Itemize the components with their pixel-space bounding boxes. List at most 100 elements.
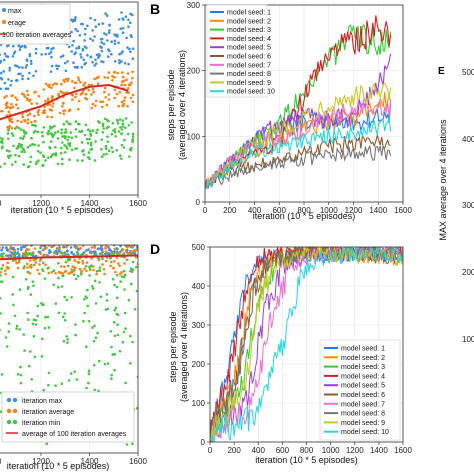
panel-c-point (97, 256, 100, 260)
panel-c-point (36, 314, 39, 318)
panel-c-point (134, 255, 138, 259)
panel-c-x-tick-label: 1600 (129, 457, 147, 466)
panel-a-point (7, 137, 10, 141)
panel-a-point (119, 126, 122, 129)
panel-a-point (120, 128, 124, 131)
panel-c-point (54, 384, 57, 388)
panel-a-frame (0, 1, 139, 196)
panel-a-point (34, 47, 38, 51)
panel-a-point (103, 32, 106, 35)
panel-b-legend-label: model seed: 10 (227, 89, 275, 96)
panel-d-y-tick-label: 0 (201, 438, 206, 447)
panel-a-point (61, 105, 64, 108)
panel-a-point (26, 146, 30, 149)
panel-c-point (60, 252, 64, 255)
panel-c-point (72, 253, 75, 256)
panel-a-point (101, 124, 105, 128)
panel-a-point (120, 83, 123, 87)
panel-c-point (97, 269, 101, 272)
panel-a-point (97, 120, 100, 123)
panel-a-point (131, 57, 135, 60)
panel-a-point (21, 115, 25, 119)
panel-c-point (116, 252, 119, 255)
panel-a-point (44, 159, 47, 162)
panel-c-point (66, 341, 69, 344)
panel-c-point (133, 308, 137, 311)
panel-c-point (67, 264, 70, 268)
panel-b-x-tick-label: 200 (223, 206, 237, 215)
panel-a-point (107, 31, 111, 34)
panel-a-point (131, 47, 135, 50)
panel-a-point (62, 102, 65, 105)
panel-a-point (75, 147, 78, 150)
panel-c-legend-box (1, 391, 135, 443)
panel-c-point (127, 298, 131, 302)
panel-a-point (26, 121, 30, 125)
panel-c-point (66, 338, 69, 341)
panel-c-point (101, 263, 104, 266)
panel-a-point (17, 126, 21, 130)
panel-c-point (11, 293, 14, 296)
panel-a-point (93, 35, 96, 38)
panel-a-point (11, 55, 15, 58)
panel-a-point (122, 79, 126, 83)
panel-c-point (19, 365, 22, 369)
panel-a-point (50, 132, 53, 136)
panel-a-point (73, 65, 77, 69)
panel-a-point (6, 44, 9, 48)
panel-a-point (19, 136, 22, 140)
panel-c-point (38, 263, 41, 266)
panel-a-point (79, 80, 82, 84)
panel-a-point (48, 125, 52, 128)
panel-a-point (100, 49, 104, 53)
panel-c-point (111, 278, 115, 281)
panel-a-point (94, 62, 98, 65)
panel-c-point (32, 284, 35, 288)
panel-a-point (11, 134, 15, 137)
panel-c-point (5, 254, 8, 258)
panel-c-point (1, 263, 5, 267)
panel-c-point (124, 249, 128, 252)
panel-a-point (99, 100, 102, 103)
panel-c-point (74, 323, 77, 326)
panel-a-point (125, 91, 128, 94)
panel-c-point (49, 250, 52, 254)
panel-a-point (10, 132, 14, 135)
panel-a-point (22, 135, 26, 138)
panel-a-point (103, 76, 106, 79)
panel-a-point (11, 105, 15, 109)
panel-a-x-axis-label: iteration (10 * 5 episodes) (11, 205, 114, 215)
panel-c-point (33, 355, 37, 359)
panel-c-point (90, 251, 93, 255)
panel-a-point (70, 136, 74, 140)
panel-a-point (34, 129, 37, 133)
panel-c-point (123, 275, 126, 279)
panel-c-point (100, 245, 104, 247)
panel-c-legend-label: average of 100 iteration averages (22, 431, 127, 438)
panel-c-point (31, 322, 35, 326)
panel-c-point (25, 262, 29, 266)
panel-d-series-line (210, 247, 403, 442)
panel-a-point (30, 136, 33, 140)
panel-c-point (123, 311, 127, 315)
panel-a-point (129, 34, 132, 37)
panel-c-point (133, 252, 137, 255)
panel-a-point (85, 46, 88, 50)
panel-a-point (93, 77, 96, 81)
panel-c-point (65, 250, 69, 253)
panel-a-point (49, 127, 52, 130)
panel-a-point (116, 122, 120, 125)
panel-c-point (88, 274, 91, 277)
panel-c-point (27, 252, 30, 256)
panel-a-point (2, 70, 5, 73)
panel-a-point (20, 150, 24, 153)
panel-a-average-line (0, 83, 129, 121)
panel-e: E MAX average over 4 iterations 500 400 300 2… (438, 66, 474, 344)
panel-a-legend-marker (2, 20, 6, 24)
panel-b: B 0 200 400 600 800 1000 1200 1400 1600 0 100 200 300… (150, 1, 412, 221)
panel-c-point (13, 314, 17, 318)
panel-a-point (121, 26, 125, 30)
panel-c-point (54, 252, 58, 255)
panel-c-x-tick-label: 1200 (32, 457, 50, 466)
panel-a-point (76, 65, 79, 69)
